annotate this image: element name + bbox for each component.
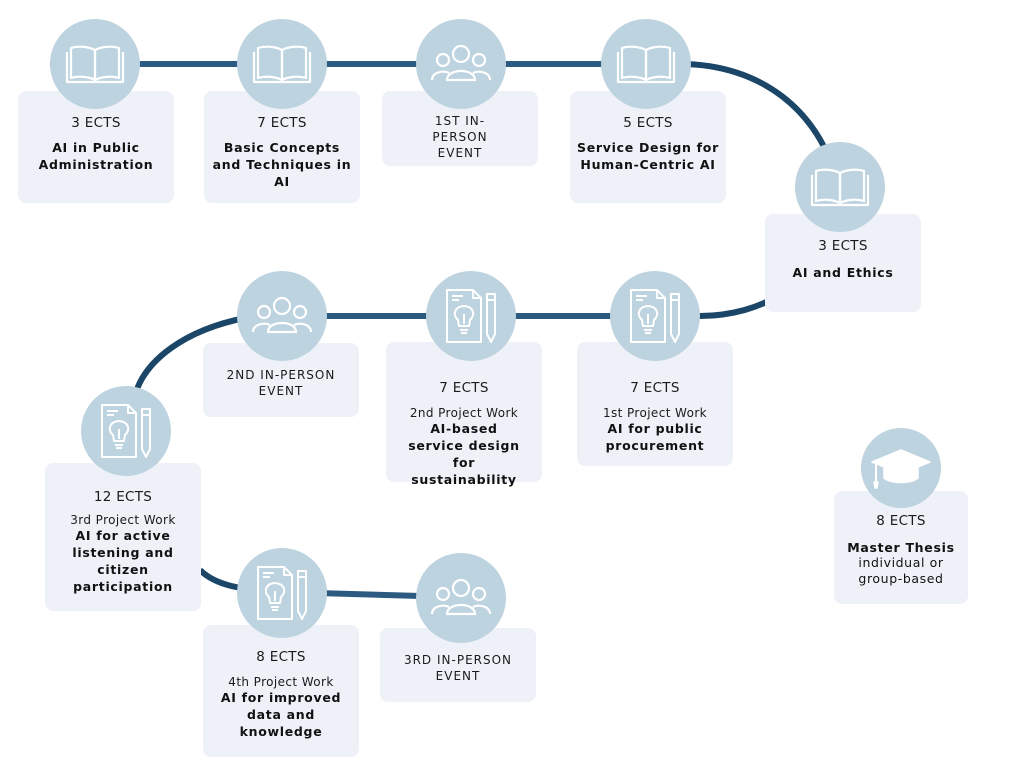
open-book-icon <box>50 19 140 109</box>
module-card-1st-project-work: 7 ECTS 1st Project Work AI for public pr… <box>577 342 733 466</box>
graduation-cap-icon <box>861 428 941 508</box>
module-card-3rd-project-work: 12 ECTS 3rd Project Work AI for active l… <box>45 463 201 611</box>
module-card-service-design: 5 ECTS Service Design for Human-Centric … <box>570 91 726 203</box>
open-book-icon <box>237 19 327 109</box>
master-thesis-card: 8 ECTS Master Thesis individual or group… <box>834 491 968 604</box>
project-work-label: 1st Project Work <box>602 406 708 420</box>
thesis-detail: individual or group-based <box>858 555 944 586</box>
module-title: AI for public procurement <box>605 421 705 453</box>
module-card-ai-ethics: 3 ECTS AI and Ethics <box>765 214 921 312</box>
module-card-ai-public-administration: 3 ECTS AI in Public Administration <box>18 91 174 203</box>
module-title: AI for active listening and citizen part… <box>72 528 174 594</box>
ects-label: 5 ECTS <box>623 115 673 131</box>
module-title: Service Design for Human-Centric AI <box>577 140 719 172</box>
event-label: 2ND IN-PERSON EVENT <box>226 368 336 398</box>
event-card-1st-in-person: 1ST IN-PERSON EVENT <box>382 91 538 166</box>
idea-document-icon <box>610 271 700 361</box>
module-card-basic-concepts: 7 ECTS Basic Concepts and Techniques in … <box>204 91 360 203</box>
project-work-label: 3rd Project Work <box>70 513 176 527</box>
path-curve-left <box>132 315 246 396</box>
module-card-4th-project-work: 8 ECTS 4th Project Work AI for improved … <box>203 625 359 757</box>
thesis-title: Master Thesis <box>847 540 955 555</box>
event-label: 3RD IN-PERSON EVENT <box>403 653 513 683</box>
ects-label: 3 ECTS <box>71 115 121 131</box>
project-work-label: 2nd Project Work <box>409 406 519 420</box>
module-title: AI for improved data and knowledge <box>220 690 342 739</box>
ects-label: 7 ECTS <box>257 115 307 131</box>
module-title: Basic Concepts and Techniques in AI <box>212 140 352 189</box>
project-work-label: 4th Project Work <box>228 675 334 689</box>
module-title: AI-based service design for sustainabili… <box>408 421 520 487</box>
ects-label: 8 ECTS <box>876 513 926 529</box>
group-people-icon <box>237 271 327 361</box>
module-card-2nd-project-work: 7 ECTS 2nd Project Work AI-based service… <box>386 342 542 487</box>
ects-label: 7 ECTS <box>439 380 489 396</box>
group-people-icon <box>416 19 506 109</box>
group-people-icon <box>416 553 506 643</box>
event-label: 1ST IN-PERSON EVENT <box>432 114 488 160</box>
ects-label: 7 ECTS <box>630 380 680 396</box>
module-title: AI and Ethics <box>792 265 894 280</box>
ects-label: 8 ECTS <box>256 649 306 665</box>
ects-label: 3 ECTS <box>818 238 868 254</box>
idea-document-icon <box>237 548 327 638</box>
module-title: AI in Public Administration <box>38 140 154 172</box>
open-book-icon <box>795 142 885 232</box>
idea-document-icon <box>81 386 171 476</box>
open-book-icon <box>601 19 691 109</box>
idea-document-icon <box>426 271 516 361</box>
ects-label: 12 ECTS <box>93 489 153 505</box>
